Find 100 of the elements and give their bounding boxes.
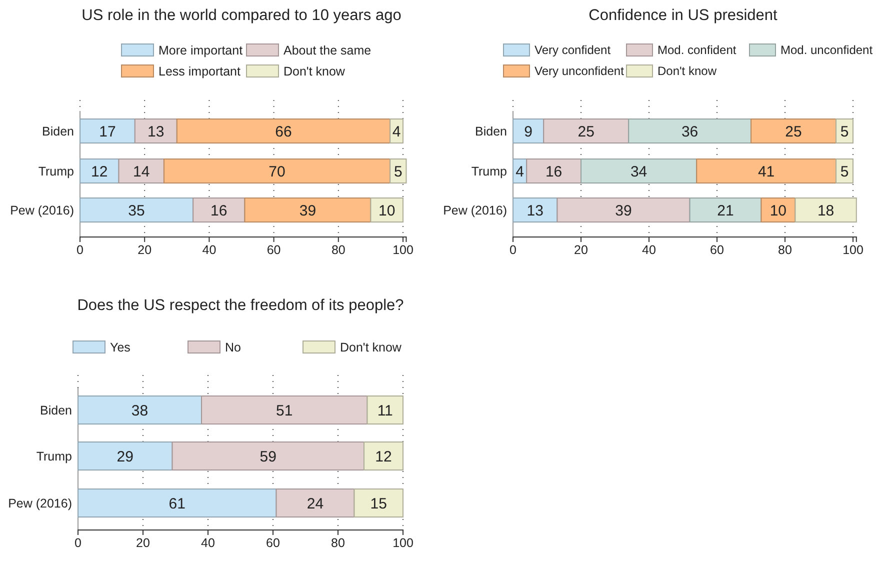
data-label: 38	[131, 402, 148, 420]
data-label: 66	[275, 123, 292, 140]
bar	[134, 118, 178, 144]
chart-title: Does the US respect the freedom of its people?	[77, 297, 404, 314]
x-tick-label: 40	[642, 242, 656, 257]
bar	[794, 198, 857, 222]
data-label: 16	[210, 202, 228, 220]
x-tick-label: 100	[392, 242, 414, 257]
data-label: 5	[394, 163, 402, 180]
x-tick-label: 60	[710, 242, 724, 257]
data-label: 24	[306, 495, 324, 512]
bar	[192, 198, 246, 222]
x-tick-label: 60	[266, 242, 281, 257]
data-label: 4	[516, 163, 524, 180]
bar	[276, 488, 355, 518]
y-tick-label: Trump	[471, 164, 508, 178]
data-label: 11	[377, 402, 393, 420]
bar	[364, 442, 404, 470]
data-label: 21	[717, 202, 734, 220]
data-label: 36	[681, 123, 698, 140]
data-label: 41	[758, 163, 775, 180]
data-label: 4	[392, 123, 401, 140]
bar	[580, 158, 698, 184]
bar	[512, 198, 558, 222]
bar	[366, 396, 404, 424]
bar	[543, 118, 630, 144]
bar	[78, 442, 173, 470]
data-label: 35	[128, 202, 145, 220]
data-label: 17	[99, 123, 116, 140]
bar	[78, 488, 277, 518]
bar	[556, 198, 690, 222]
x-tick-label: 20	[136, 536, 150, 550]
y-tick-label: Pew (2016)	[8, 496, 72, 510]
x-tick-label: 40	[201, 536, 215, 550]
bar	[836, 158, 854, 184]
data-label: 51	[276, 402, 293, 420]
bar	[80, 198, 194, 222]
data-label: 10	[378, 202, 396, 220]
x-tick-label: 80	[778, 242, 792, 257]
legend-label: About the same	[284, 43, 372, 58]
bar	[689, 198, 762, 222]
bar	[201, 396, 368, 424]
data-label: 29	[116, 448, 134, 466]
y-tick-label: Biden	[40, 403, 72, 418]
bar	[370, 198, 404, 222]
data-label: 16	[545, 163, 562, 180]
legend-label: Yes	[110, 340, 130, 354]
legend-label: Don't know	[284, 64, 346, 78]
bar	[750, 118, 836, 144]
legend-label: Mod. unconfident	[780, 43, 874, 58]
bar	[526, 158, 582, 184]
bar	[696, 158, 836, 184]
y-tick-label: Trump	[38, 164, 74, 178]
legend-label: Very unconfident	[534, 64, 625, 78]
legend-label: Less important	[158, 64, 242, 78]
y-tick-label: Biden	[42, 124, 74, 138]
x-tick-label: 40	[202, 242, 216, 257]
data-label: 59	[260, 448, 276, 466]
x-tick-label: 20	[138, 242, 152, 257]
x-tick-label: 60	[266, 536, 280, 550]
bar	[80, 158, 120, 184]
y-tick-label: Pew (2016)	[443, 203, 507, 218]
data-label: 5	[840, 123, 849, 140]
bar	[628, 118, 752, 144]
data-label: 12	[91, 163, 108, 180]
data-label: 10	[770, 202, 787, 220]
legend-label: No	[225, 340, 242, 354]
data-label: 13	[526, 202, 544, 220]
chart-title: Confidence in US president	[588, 7, 778, 24]
data-label: 9	[524, 123, 532, 140]
y-tick-label: Pew (2016)	[10, 203, 74, 218]
x-tick-label: 0	[510, 242, 517, 257]
data-label: 25	[785, 123, 802, 140]
data-label: 25	[578, 123, 594, 140]
data-label: 39	[299, 202, 316, 220]
data-label: 70	[268, 163, 286, 180]
x-tick-label: 20	[574, 242, 588, 257]
x-tick-label: 80	[331, 242, 346, 257]
bar	[80, 118, 136, 144]
bar	[836, 118, 854, 144]
legend-label: Don't know	[340, 340, 402, 354]
data-label: 34	[630, 163, 648, 180]
x-tick-label: 100	[392, 536, 414, 550]
data-label: 13	[148, 123, 164, 140]
bar	[78, 396, 202, 424]
x-tick-label: 80	[331, 536, 345, 550]
bar	[172, 442, 364, 470]
legend-label: More important	[158, 43, 244, 58]
bar	[512, 118, 544, 144]
x-tick-label: 100	[842, 242, 864, 257]
bar	[354, 488, 404, 518]
legend-label: Don't know	[658, 64, 717, 78]
bar	[163, 158, 391, 184]
data-label: 5	[840, 163, 849, 180]
bar	[176, 118, 391, 144]
data-label: 12	[375, 448, 392, 466]
chart-title: US role in the world compared to 10 years ago	[82, 7, 402, 24]
data-label: 14	[133, 163, 150, 180]
data-label: 18	[817, 202, 834, 220]
y-tick-label: Biden	[475, 124, 508, 138]
